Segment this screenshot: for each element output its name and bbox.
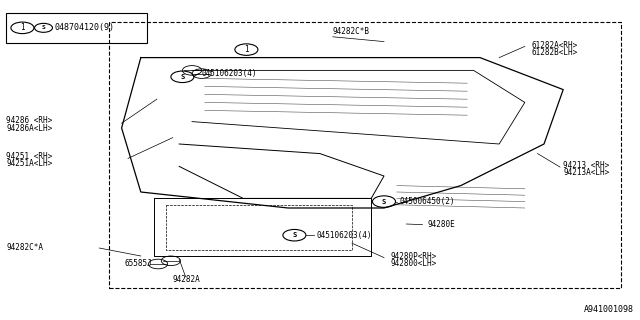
Text: 94282A: 94282A	[173, 276, 200, 284]
Text: 94251A<LH>: 94251A<LH>	[6, 159, 52, 168]
Text: 045006450(2): 045006450(2)	[400, 197, 456, 206]
Text: S: S	[180, 74, 184, 80]
Text: 94213 <RH>: 94213 <RH>	[563, 161, 609, 170]
Text: 1: 1	[20, 23, 25, 32]
Text: 94213A<LH>: 94213A<LH>	[563, 168, 609, 177]
Text: S: S	[42, 25, 45, 30]
Text: 94251 <RH>: 94251 <RH>	[6, 152, 52, 161]
Text: S: S	[382, 199, 386, 204]
Text: 61282B<LH>: 61282B<LH>	[531, 48, 577, 57]
Text: 94286 <RH>: 94286 <RH>	[6, 116, 52, 125]
Text: 94280P<RH>: 94280P<RH>	[390, 252, 436, 261]
Text: A941001098: A941001098	[584, 305, 634, 314]
Text: 61282A<RH>: 61282A<RH>	[531, 41, 577, 50]
Text: 1: 1	[244, 45, 249, 54]
Text: 045106203(4): 045106203(4)	[202, 69, 257, 78]
Text: 942800<LH>: 942800<LH>	[390, 259, 436, 268]
Text: 048704120(9): 048704120(9)	[54, 23, 115, 32]
Text: 94282C*B: 94282C*B	[333, 27, 370, 36]
Text: 94286A<LH>: 94286A<LH>	[6, 124, 52, 132]
Text: S: S	[292, 232, 296, 238]
Text: 94280E: 94280E	[428, 220, 455, 229]
Bar	[109, 22, 621, 288]
Text: 94282C*A: 94282C*A	[6, 243, 44, 252]
Text: 045106203(4): 045106203(4)	[317, 231, 372, 240]
Text: 65585J: 65585J	[125, 259, 152, 268]
